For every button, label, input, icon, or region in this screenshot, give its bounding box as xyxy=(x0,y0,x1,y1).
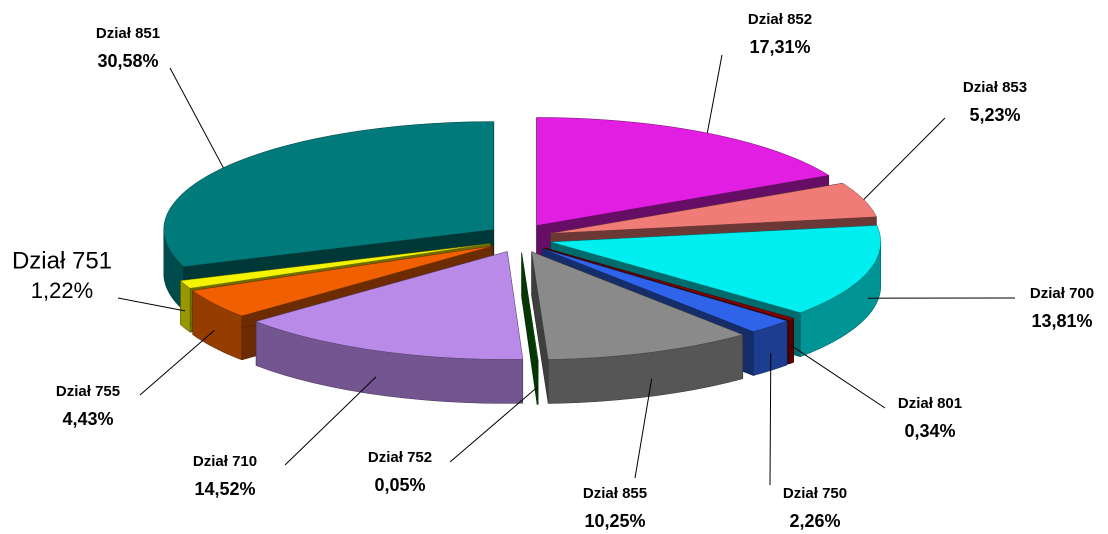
slice xyxy=(255,251,524,404)
slice-top xyxy=(255,251,524,360)
leader-line xyxy=(769,352,772,486)
slice-name: Dział 855 xyxy=(583,485,647,502)
slice-name: Dział 853 xyxy=(963,79,1027,96)
leader-line xyxy=(863,117,946,200)
leader-line xyxy=(706,54,723,134)
slice-percent: 2,26% xyxy=(789,511,840,531)
slice-percent: 0,34% xyxy=(904,421,955,441)
slice-name: Dział 750 xyxy=(783,485,847,502)
slice-top xyxy=(550,225,882,313)
slice-side xyxy=(180,280,191,333)
slice-name: Dział 710 xyxy=(193,453,257,470)
slice-side xyxy=(788,318,794,365)
slice-top xyxy=(550,182,877,234)
leader-line xyxy=(634,378,653,479)
slice-percent: 0,05% xyxy=(374,475,425,495)
slice-percent: 14,52% xyxy=(194,479,255,499)
slice xyxy=(531,251,744,404)
slice-name: Dział 700 xyxy=(1030,285,1094,302)
slice-top xyxy=(536,117,830,226)
slice-top xyxy=(543,247,795,321)
slice-percent: 30,58% xyxy=(97,51,158,71)
leader-line xyxy=(284,376,377,466)
slice-name: Dział 755 xyxy=(56,383,120,400)
slice-name: Dział 801 xyxy=(898,395,962,412)
slice-top xyxy=(192,245,494,317)
slice xyxy=(521,252,539,405)
slice-name: Dział 851 xyxy=(96,25,160,42)
slice-top xyxy=(179,243,491,289)
slice-percent: 5,23% xyxy=(969,105,1020,125)
slice-top xyxy=(521,252,539,361)
slice-name: Dział 752 xyxy=(368,449,432,466)
slice-percent: 4,43% xyxy=(62,409,113,429)
slice-top xyxy=(531,251,744,360)
leader-line xyxy=(790,345,886,409)
leader-line xyxy=(449,386,538,463)
slice-percent: 1,22% xyxy=(31,278,93,303)
slice-top xyxy=(542,248,788,332)
slice-percent: 13,81% xyxy=(1031,311,1092,331)
slice-side xyxy=(536,360,539,405)
leader-line xyxy=(169,67,224,168)
leader-line xyxy=(117,297,186,312)
slice-percent: 10,25% xyxy=(584,511,645,531)
slice-name: Dział 852 xyxy=(748,11,812,28)
slice-percent: 17,31% xyxy=(749,37,810,57)
leader-line xyxy=(139,329,215,396)
slice-name: Dział 751 xyxy=(12,247,112,274)
